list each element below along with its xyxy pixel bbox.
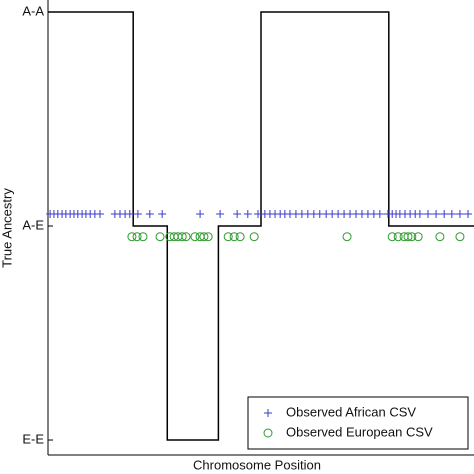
european-marker xyxy=(199,232,209,242)
european-marker xyxy=(155,232,165,242)
legend-symbol xyxy=(264,409,272,417)
european-marker xyxy=(249,232,259,242)
european-marker xyxy=(229,232,239,242)
european-marker xyxy=(223,232,233,242)
african-marker xyxy=(158,210,167,219)
african-marker xyxy=(133,210,142,219)
european-marker xyxy=(342,232,352,242)
x-axis-label: Chromosome Position xyxy=(193,457,321,472)
european-marker xyxy=(190,232,200,242)
african-marker xyxy=(455,210,464,219)
european-marker xyxy=(387,232,397,242)
european-marker xyxy=(455,232,465,242)
legend-label: Observed African CSV xyxy=(286,404,416,419)
european-marker xyxy=(435,232,445,242)
african-marker xyxy=(125,210,134,219)
european-marker xyxy=(235,232,245,242)
african-marker xyxy=(95,210,104,219)
european-marker xyxy=(203,232,213,242)
european-marker xyxy=(127,232,137,242)
legend-label: Observed European CSV xyxy=(286,424,433,439)
african-marker xyxy=(447,210,456,219)
european-marker xyxy=(181,232,191,242)
african-marker xyxy=(423,210,432,219)
african-marker xyxy=(375,210,384,219)
african-marker xyxy=(464,210,473,219)
african-marker xyxy=(216,210,225,219)
ancestry-line xyxy=(48,11,474,441)
african-marker xyxy=(196,210,205,219)
african-marker xyxy=(440,210,449,219)
african-marker xyxy=(243,210,252,219)
legend-symbol xyxy=(263,428,273,438)
african-marker xyxy=(415,210,424,219)
european-marker xyxy=(177,232,187,242)
african-marker xyxy=(145,210,154,219)
european-marker xyxy=(138,232,148,242)
european-marker xyxy=(403,232,413,242)
african-marker xyxy=(233,210,242,219)
legend-box xyxy=(247,396,469,450)
european-marker xyxy=(413,232,423,242)
european-marker xyxy=(393,232,403,242)
african-marker xyxy=(254,210,263,219)
y-tick-label: A-A xyxy=(22,3,44,18)
y-axis-label: True Ancestry xyxy=(0,188,14,268)
european-marker xyxy=(132,232,142,242)
y-tick-label: A-E xyxy=(22,217,44,232)
y-tick-label: E-E xyxy=(22,431,44,446)
african-marker xyxy=(432,210,441,219)
european-marker xyxy=(407,232,417,242)
